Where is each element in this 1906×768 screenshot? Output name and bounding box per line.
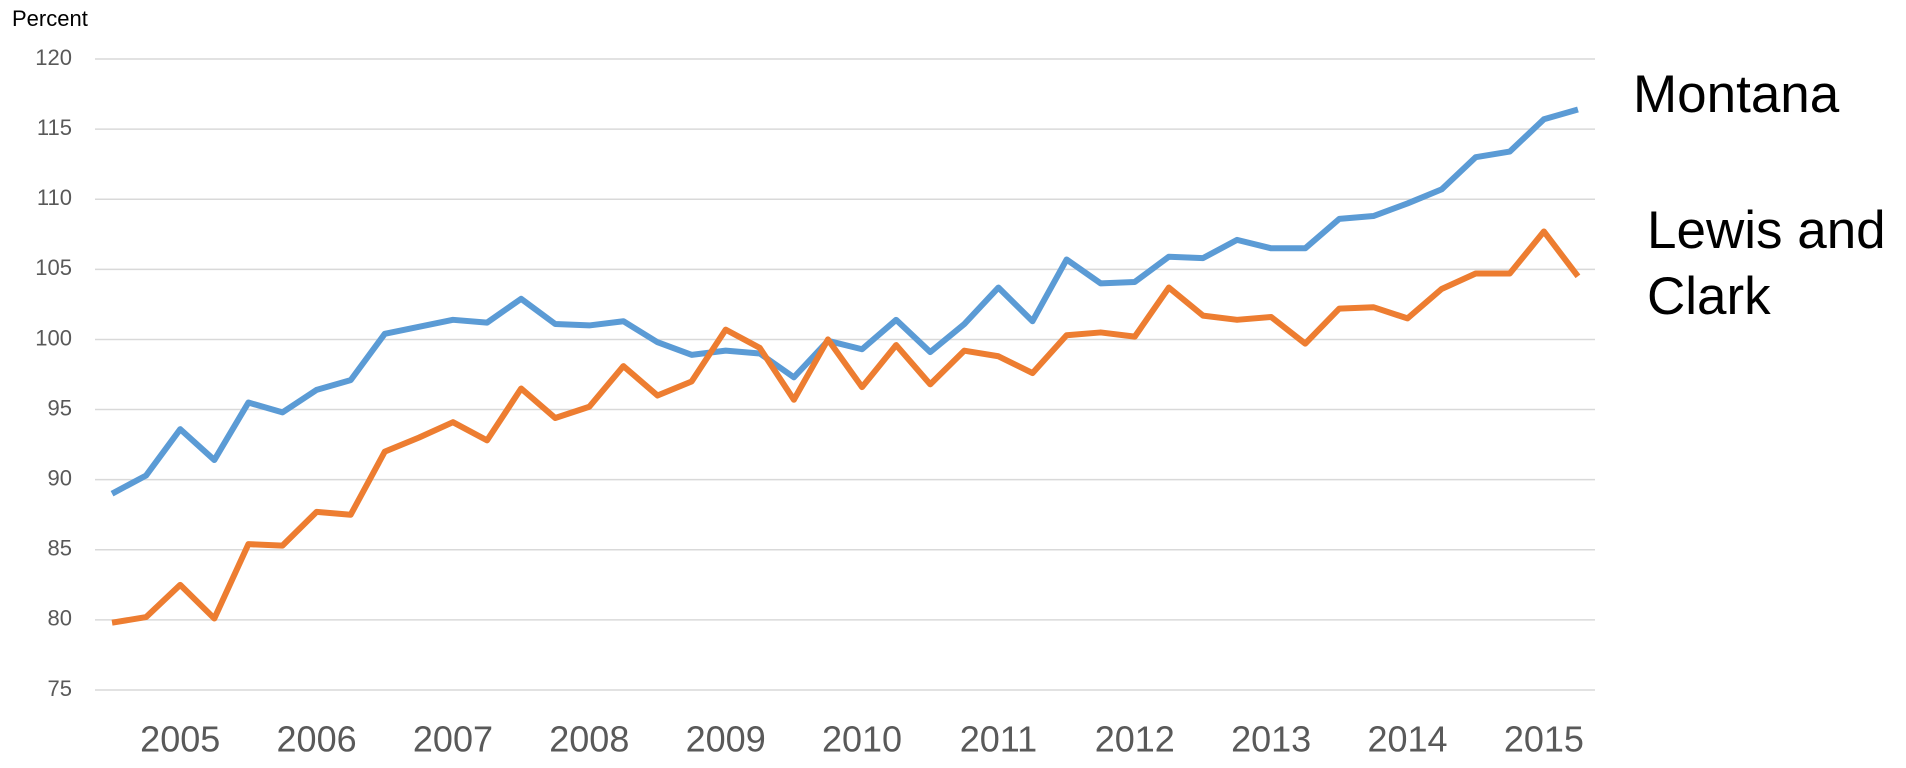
- y-axis-label: Percent: [12, 6, 88, 31]
- y-tick-label: 85: [48, 536, 72, 561]
- y-tick-label: 90: [48, 465, 72, 490]
- line-series: [111, 228, 1581, 626]
- x-tick-label: 2009: [686, 719, 766, 760]
- x-tick-label: 2011: [960, 719, 1037, 760]
- x-tick-label: 2013: [1231, 719, 1311, 760]
- x-tick-label: 2014: [1367, 719, 1447, 760]
- line-series: [110, 106, 1579, 497]
- legend-label: Lewis and Clark: [1647, 201, 1886, 327]
- x-tick-label: 2007: [413, 719, 493, 760]
- x-tick-label: 2010: [822, 719, 902, 760]
- y-tick-label: 115: [37, 115, 72, 140]
- y-tick-label: 100: [35, 325, 72, 350]
- y-tick-label: 110: [37, 185, 72, 210]
- x-tick-label: 2006: [277, 719, 357, 760]
- y-tick-label: 75: [48, 676, 72, 701]
- x-tick-label: 2008: [549, 719, 629, 760]
- legend-label: Montana: [1633, 65, 1840, 124]
- y-tick-label: 80: [48, 606, 72, 631]
- x-tick-label: 2005: [140, 719, 220, 760]
- y-tick-label: 105: [35, 255, 72, 280]
- y-tick-label: 120: [35, 45, 72, 70]
- x-tick-label: 2015: [1504, 719, 1584, 760]
- x-tick-label: 2012: [1095, 719, 1175, 760]
- y-tick-label: 95: [48, 395, 72, 420]
